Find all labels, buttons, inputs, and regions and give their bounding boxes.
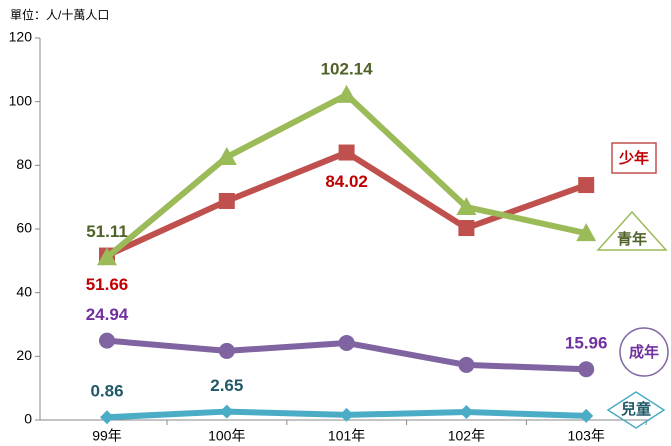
legend-label: 成年 — [629, 343, 659, 361]
marker — [218, 192, 235, 209]
value-label: 0.86 — [90, 382, 123, 401]
y-tick-label: 100 — [9, 92, 33, 108]
value-label: 51.11 — [86, 222, 128, 241]
marker — [99, 332, 115, 349]
marker — [338, 334, 355, 351]
value-label: 51.66 — [86, 275, 129, 294]
x-tick-label: 103年 — [568, 428, 605, 444]
legend-box — [619, 327, 669, 377]
marker — [458, 356, 475, 373]
marker — [219, 404, 234, 419]
y-tick-label: 120 — [9, 29, 33, 45]
value-label: 24.94 — [86, 305, 129, 324]
y-tick-label: 20 — [16, 347, 32, 363]
marker — [97, 247, 117, 266]
unit-label: 單位：人/十萬人口 — [10, 7, 109, 22]
y-tick-label: 0 — [24, 411, 32, 427]
marker — [338, 144, 355, 161]
marker — [578, 177, 595, 194]
marker — [576, 223, 597, 242]
x-tick-label: 101年 — [328, 428, 365, 444]
legend-label: 少年 — [618, 149, 649, 167]
legend-label: 青年 — [617, 230, 647, 248]
marker — [339, 407, 354, 422]
marker — [578, 361, 595, 378]
marker — [216, 147, 237, 166]
legend-box — [611, 142, 657, 174]
value-label: 102.14 — [321, 59, 374, 78]
y-tick-label: 80 — [16, 156, 32, 172]
value-label: 2.65 — [210, 376, 243, 395]
marker — [458, 220, 475, 237]
series-line — [105, 149, 588, 259]
marker — [456, 197, 477, 216]
marker — [336, 84, 357, 103]
value-label: 15.96 — [565, 334, 608, 353]
value-label: 84.02 — [325, 172, 368, 191]
marker — [100, 410, 114, 425]
legend-label: 兒童 — [621, 400, 651, 418]
y-tick-label: 60 — [16, 220, 32, 236]
x-tick-label: 102年 — [448, 428, 485, 444]
x-tick-label: 99年 — [92, 428, 122, 444]
x-tick-label: 100年 — [208, 428, 245, 444]
y-tick-label: 40 — [16, 283, 32, 299]
marker — [459, 405, 474, 420]
marker — [218, 342, 235, 359]
legend-box — [606, 391, 666, 429]
marker — [579, 408, 594, 423]
legend-box — [596, 210, 668, 251]
